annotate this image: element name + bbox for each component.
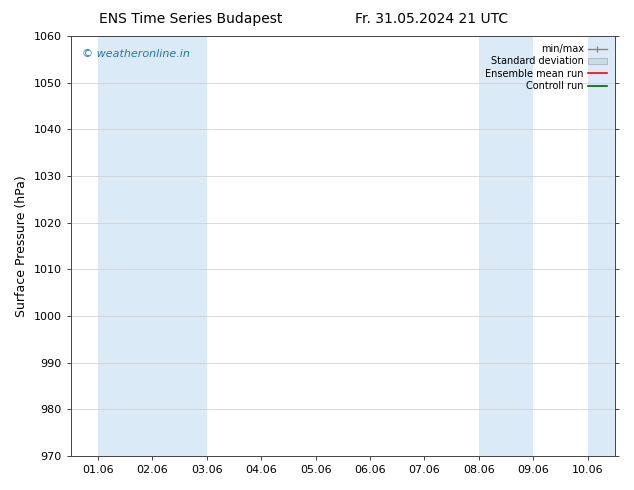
Text: © weatheronline.in: © weatheronline.in bbox=[82, 49, 190, 59]
Bar bbox=[588, 36, 615, 456]
Text: Fr. 31.05.2024 21 UTC: Fr. 31.05.2024 21 UTC bbox=[354, 12, 508, 26]
Y-axis label: Surface Pressure (hPa): Surface Pressure (hPa) bbox=[15, 175, 28, 317]
Text: ENS Time Series Budapest: ENS Time Series Budapest bbox=[98, 12, 282, 26]
Bar bbox=[98, 36, 207, 456]
Bar bbox=[479, 36, 533, 456]
Legend: min/max, Standard deviation, Ensemble mean run, Controll run: min/max, Standard deviation, Ensemble me… bbox=[482, 41, 610, 94]
